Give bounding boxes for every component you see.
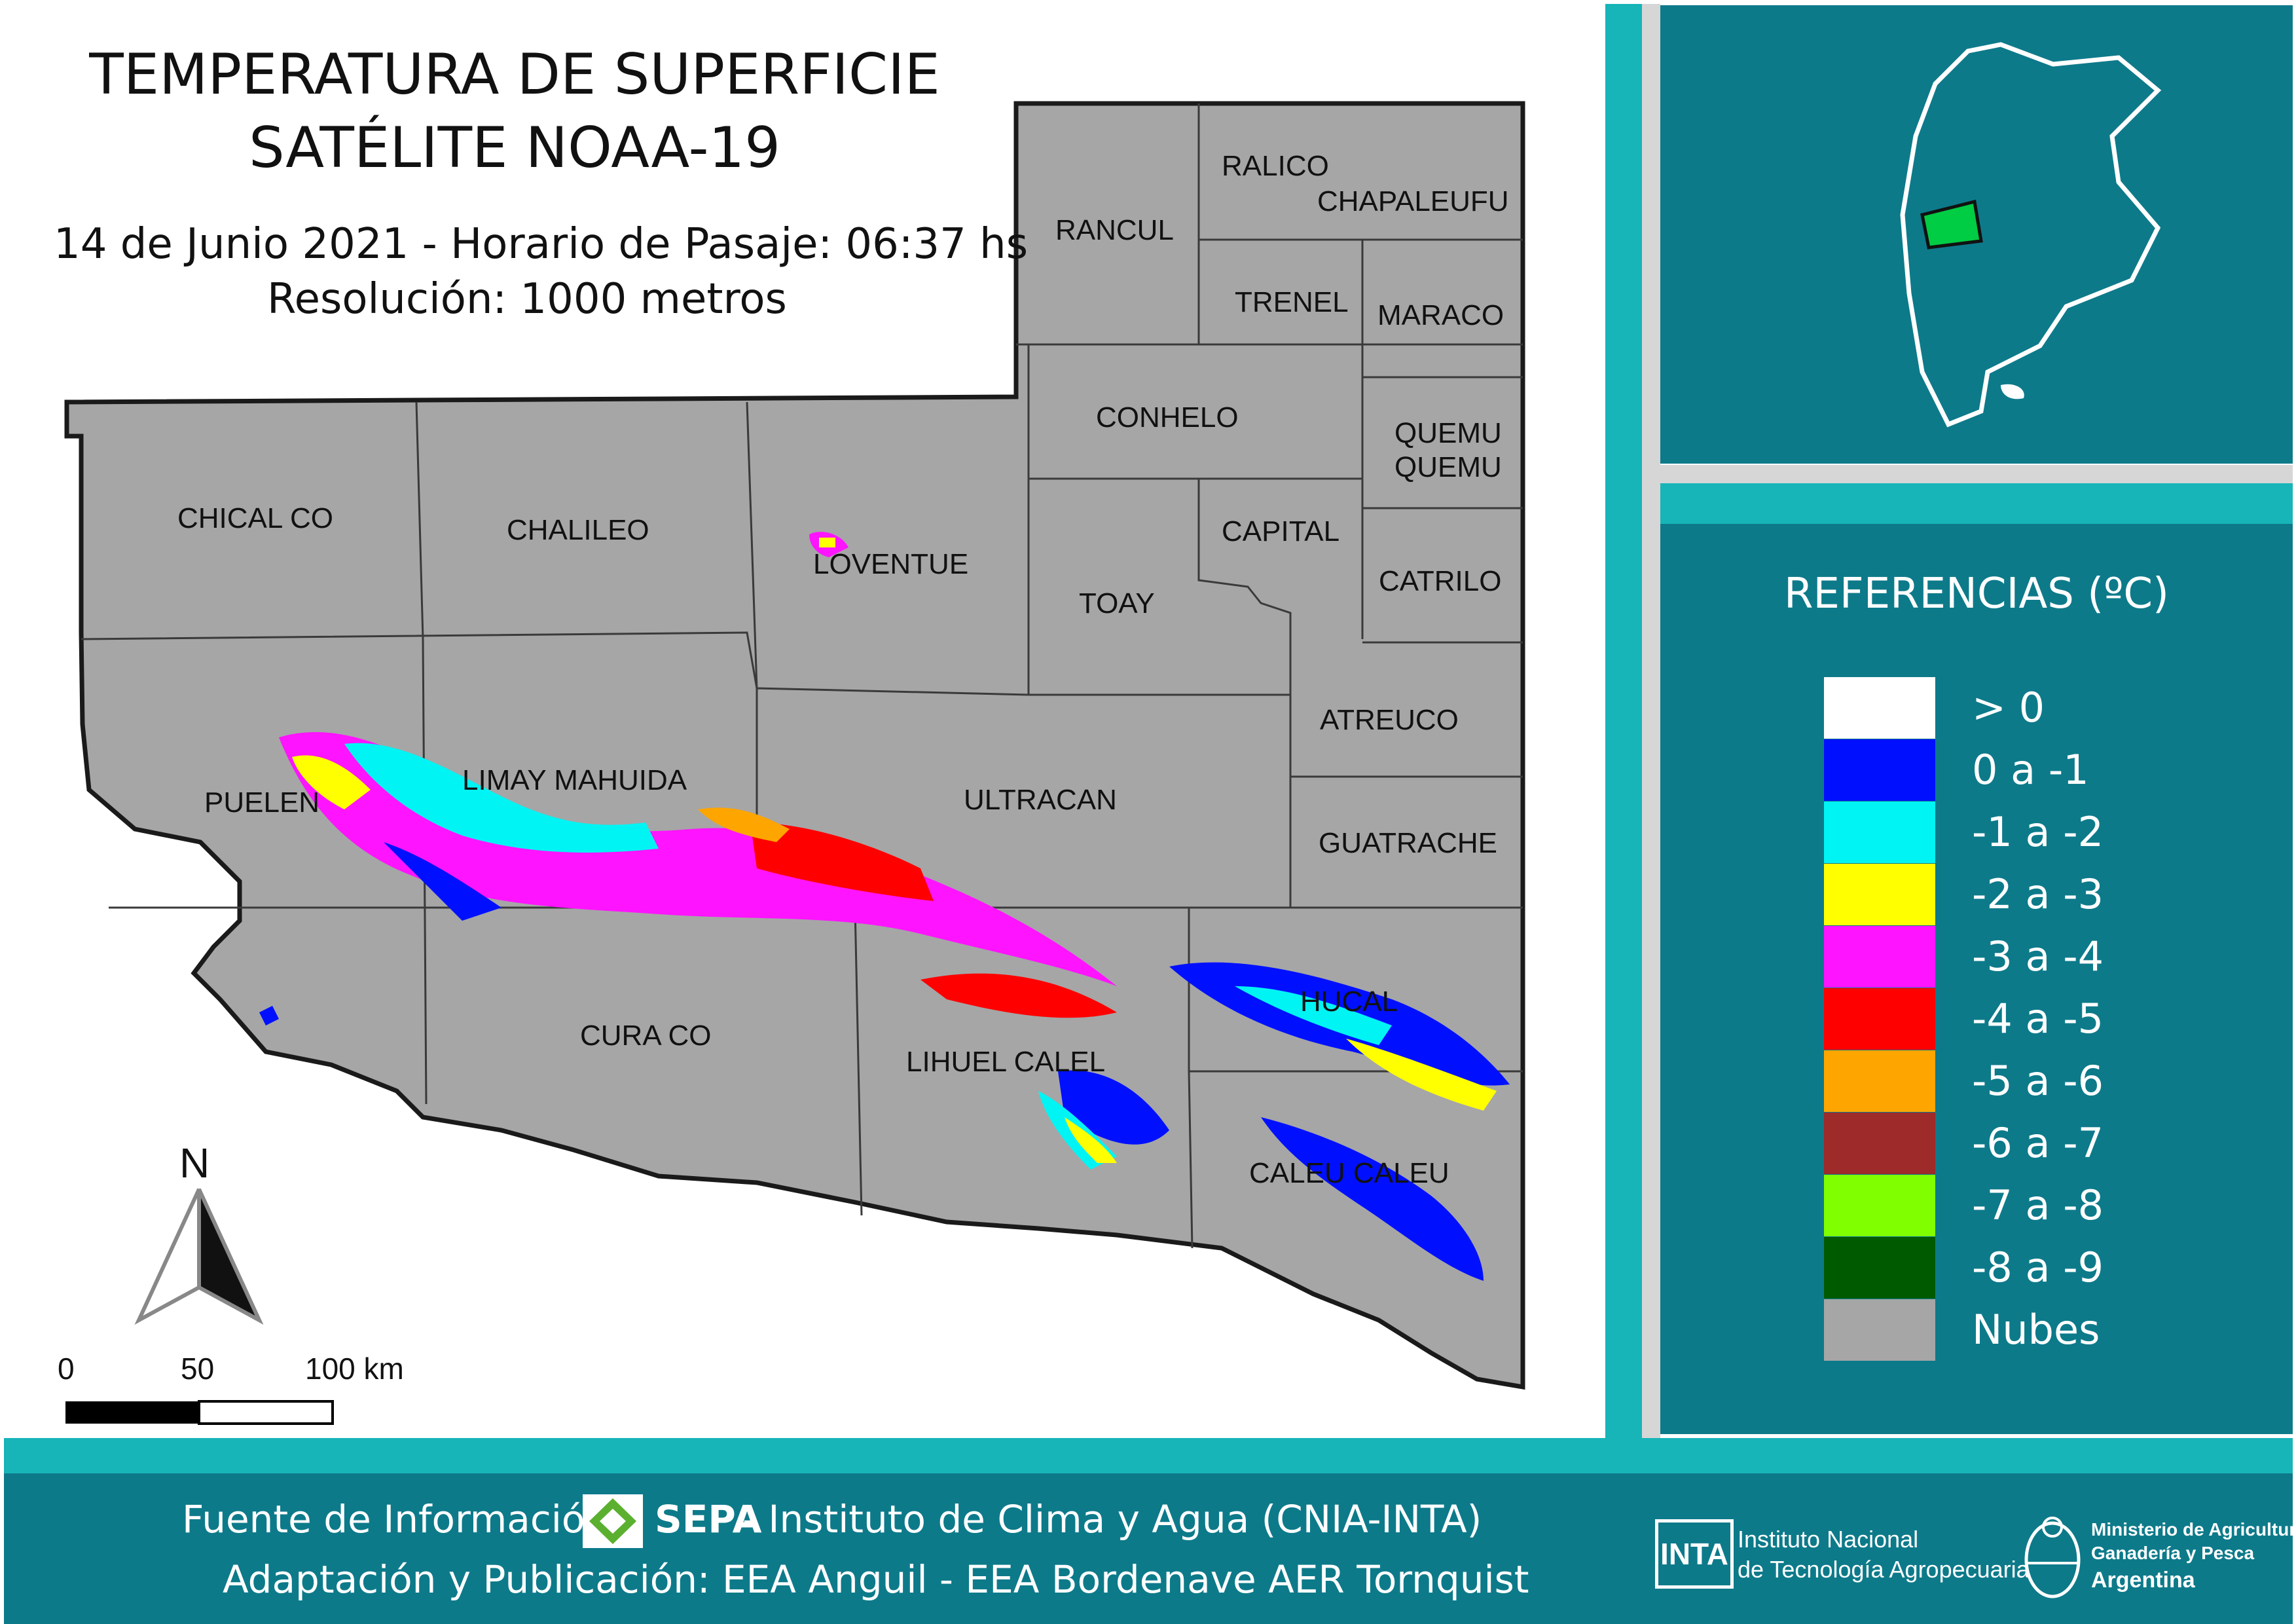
sepa-logo-icon [583, 1494, 643, 1548]
north-label: N [179, 1139, 210, 1187]
label-loventue: LOVENTUE [813, 548, 968, 580]
inta-logo: INTA [1655, 1519, 1734, 1589]
vertical-divider [1605, 4, 1642, 1438]
legend-swatch [1824, 739, 1935, 801]
source-prefix: Fuente de Información [182, 1497, 610, 1541]
label-caleu-caleu: CALEU CALEU [1249, 1157, 1449, 1189]
label-atreuco: ATREUCO [1320, 704, 1459, 736]
legend-swatch [1824, 926, 1935, 987]
legend-item: -4 a -5 [1824, 988, 2217, 1050]
legend-item: -8 a -9 [1824, 1237, 2217, 1299]
legend-swatch [1824, 802, 1935, 863]
legend-swatch [1824, 1113, 1935, 1174]
ministry-line3: Argentina [2091, 1568, 2195, 1593]
locator-panel [1660, 5, 2293, 464]
legend-swatch [1824, 1237, 1935, 1299]
label-hucal: HUCAL [1300, 986, 1398, 1018]
legend-swatch [1824, 1299, 1935, 1361]
scale-tick-100: 100 km [305, 1352, 404, 1386]
label-chical-co: CHICAL CO [177, 502, 333, 534]
source-rest: - Instituto de Clima y Agua (CNIA-INTA) [742, 1497, 1482, 1541]
temperature-overlay [259, 532, 1510, 1281]
argentina-locator-map [1900, 42, 2162, 428]
horizontal-divider-teal [1660, 483, 2293, 524]
label-lihuel-calel: LIHUEL CALEL [906, 1046, 1105, 1078]
legend-label: -1 a -2 [1972, 808, 2104, 856]
label-quemu-1: QUEMU [1394, 417, 1502, 449]
north-arrow: N [134, 1139, 264, 1325]
legend-item: Nubes [1824, 1299, 2217, 1361]
inta-line1: Instituto Nacional [1738, 1526, 1919, 1553]
inta-line2: de Tecnología Agropecuaria [1738, 1556, 2030, 1583]
legend-label: -8 a -9 [1972, 1244, 2104, 1291]
label-guatrache: GUATRACHE [1319, 827, 1497, 859]
scale-tick-50: 50 [181, 1352, 214, 1386]
date-line: 14 de Junio 2021 - Horario de Pasaje: 06… [54, 220, 1029, 268]
la-pampa-highlight [1920, 199, 1983, 249]
legend-label: -2 a -3 [1972, 870, 2104, 918]
source-org: SEPA [655, 1497, 762, 1541]
ministry-line2: Ganadería y Pesca [2091, 1543, 2255, 1563]
legend-item: 0 a -1 [1824, 739, 2217, 801]
argentina-coat-of-arms-icon [2024, 1517, 2081, 1598]
label-rancul: RANCUL [1055, 214, 1174, 246]
legend-label: > 0 [1972, 684, 2045, 731]
department-labels: RANCUL RALICO CHAPALEUFU TRENEL MARACO C… [177, 150, 1509, 1189]
legend-item: -7 a -8 [1824, 1175, 2217, 1236]
map-panel: RANCUL RALICO CHAPALEUFU TRENEL MARACO C… [4, 4, 1601, 1438]
adaptation-line: Adaptación y Publicación: EEA Anguil - E… [223, 1557, 1529, 1602]
legend-label: 0 a -1 [1972, 746, 2089, 794]
label-chapaleufu: CHAPALEUFU [1317, 185, 1509, 217]
label-ultracan: ULTRACAN [964, 784, 1117, 816]
label-chalileo: CHALILEO [507, 514, 649, 546]
north-arrow-left-icon [134, 1188, 201, 1325]
legend-panel: REFERENCIAS (ºC) > 0 0 a -1 -1 a -2 -2 a -3… [1660, 524, 2293, 1434]
legend-item: -1 a -2 [1824, 802, 2217, 863]
footer-divider [4, 1438, 2293, 1473]
legend-item: -6 a -7 [1824, 1113, 2217, 1174]
legend-item: -5 a -6 [1824, 1050, 2217, 1112]
horizontal-divider-gray [1660, 465, 2293, 483]
ministry-line1: Ministerio de Agricultura, [2091, 1519, 2296, 1540]
legend-label: -4 a -5 [1972, 995, 2104, 1043]
legend-label: Nubes [1972, 1306, 2100, 1354]
province-shape [64, 101, 1525, 1390]
map-title-line1: TEMPERATURA DE SUPERFICIE [89, 42, 940, 107]
legend-swatch [1824, 988, 1935, 1050]
scale-bar: 0 50 100 km [58, 1352, 404, 1425]
north-arrow-right-icon [197, 1188, 264, 1325]
malvinas-icon [2001, 384, 2024, 399]
legend-label: -7 a -8 [1972, 1181, 2104, 1229]
legend-swatch [1824, 864, 1935, 925]
label-toay: TOAY [1079, 587, 1155, 619]
label-cura-co: CURA CO [580, 1020, 711, 1052]
scale-tick-0: 0 [58, 1352, 75, 1386]
legend-title: REFERENCIAS (ºC) [1783, 570, 2170, 618]
label-capital: CAPITAL [1222, 515, 1339, 547]
label-quemu-2: QUEMU [1394, 451, 1502, 483]
label-puelen: PUELEN [204, 786, 319, 819]
footer: Fuente de Información SEPA - Instituto d… [4, 1473, 2296, 1624]
legend-list: > 0 0 a -1 -1 a -2 -2 a -3 -3 a -4 -4 a -5 -5 … [1660, 677, 2293, 1384]
label-ralico: RALICO [1222, 150, 1329, 182]
label-limay-mahuida: LIMAY MAHUIDA [462, 764, 687, 796]
resolution-line: Resolución: 1000 metros [267, 275, 787, 323]
vertical-divider-gray [1642, 4, 1660, 1438]
legend-swatch [1824, 677, 1935, 739]
legend-item: -3 a -4 [1824, 926, 2217, 987]
legend-swatch [1824, 1050, 1935, 1112]
legend-label: -6 a -7 [1972, 1119, 2104, 1167]
label-catrilo: CATRILO [1379, 565, 1501, 597]
label-conhelo: CONHELO [1096, 401, 1239, 434]
label-trenel: TRENEL [1235, 286, 1349, 318]
legend-label: -3 a -4 [1972, 932, 2104, 980]
map-title-line2: SATÉLITE NOAA-19 [249, 115, 780, 181]
legend-item: -2 a -3 [1824, 864, 2217, 925]
label-maraco: MARACO [1377, 299, 1504, 331]
province-map: RANCUL RALICO CHAPALEUFU TRENEL MARACO C… [58, 101, 1525, 1425]
legend-swatch [1824, 1175, 1935, 1236]
legend-label: -5 a -6 [1972, 1057, 2104, 1105]
legend-item: > 0 [1824, 677, 2217, 739]
